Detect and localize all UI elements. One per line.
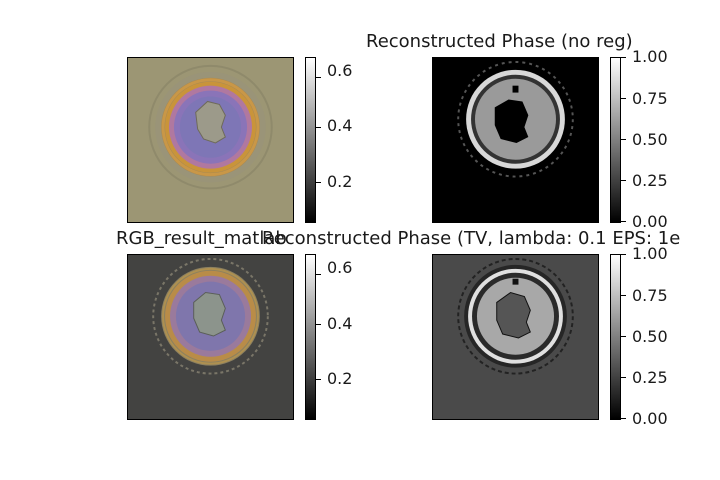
cbar-tick-label: 0.50 bbox=[632, 130, 668, 149]
phase-image-no-reg bbox=[457, 60, 574, 178]
image-panel-rgb-top bbox=[127, 57, 294, 223]
cbar-tick-label: 0.6 bbox=[327, 61, 353, 80]
cbar-tick bbox=[316, 324, 321, 325]
title-rgb-result: RGB_result_matlab bbox=[116, 228, 287, 249]
image-panel-phase-tv bbox=[432, 254, 599, 420]
cbar-tick-label: 0.2 bbox=[327, 172, 353, 191]
title-tv: Reconstructed Phase (TV, lambda: 0.1 EPS… bbox=[262, 228, 681, 249]
colorbar-phase-tv bbox=[610, 254, 621, 420]
cbar-tick-label: 0.50 bbox=[632, 327, 668, 346]
colorbar-rgb-top bbox=[305, 57, 316, 223]
cbar-tick bbox=[621, 254, 626, 255]
image-panel-rgb-result bbox=[127, 254, 294, 420]
cbar-tick-label: 0.25 bbox=[632, 368, 668, 387]
cbar-tick-label: 0.00 bbox=[632, 212, 668, 231]
cbar-tick bbox=[621, 180, 626, 181]
cbar-tick bbox=[621, 98, 626, 99]
cbar-tick bbox=[621, 57, 626, 58]
cbar-tick-label: 0.00 bbox=[632, 409, 668, 428]
cbar-tick bbox=[316, 182, 321, 183]
cbar-tick-label: 0.75 bbox=[632, 89, 668, 108]
cbar-tick bbox=[316, 274, 321, 275]
colorbar-phase-no-reg bbox=[610, 57, 621, 223]
cbar-tick bbox=[316, 77, 321, 78]
cbar-tick bbox=[621, 139, 626, 140]
cbar-tick-label: 1.00 bbox=[632, 47, 668, 66]
cbar-tick bbox=[621, 295, 626, 296]
cbar-tick-label: 0.2 bbox=[327, 369, 353, 388]
title-no-reg: Reconstructed Phase (no reg) bbox=[366, 31, 633, 52]
cbar-tick-label: 0.25 bbox=[632, 171, 668, 190]
cbar-tick bbox=[621, 377, 626, 378]
cbar-tick-label: 0.4 bbox=[327, 314, 353, 333]
cbar-tick bbox=[621, 418, 626, 419]
cbar-tick bbox=[316, 379, 321, 380]
cbar-tick bbox=[621, 221, 626, 222]
rgb-image-result bbox=[152, 257, 269, 375]
cbar-tick bbox=[316, 127, 321, 128]
colorbar-rgb-result bbox=[305, 254, 316, 420]
cbar-tick-label: 0.4 bbox=[327, 116, 353, 135]
cbar-tick bbox=[621, 336, 626, 337]
cbar-tick-label: 0.75 bbox=[632, 286, 668, 305]
cbar-tick-label: 0.6 bbox=[327, 258, 353, 277]
cbar-tick-label: 1.00 bbox=[632, 244, 668, 263]
image-panel-phase-no-reg bbox=[432, 57, 599, 223]
rgb-image-top bbox=[148, 64, 273, 190]
phase-image-tv bbox=[457, 257, 574, 375]
